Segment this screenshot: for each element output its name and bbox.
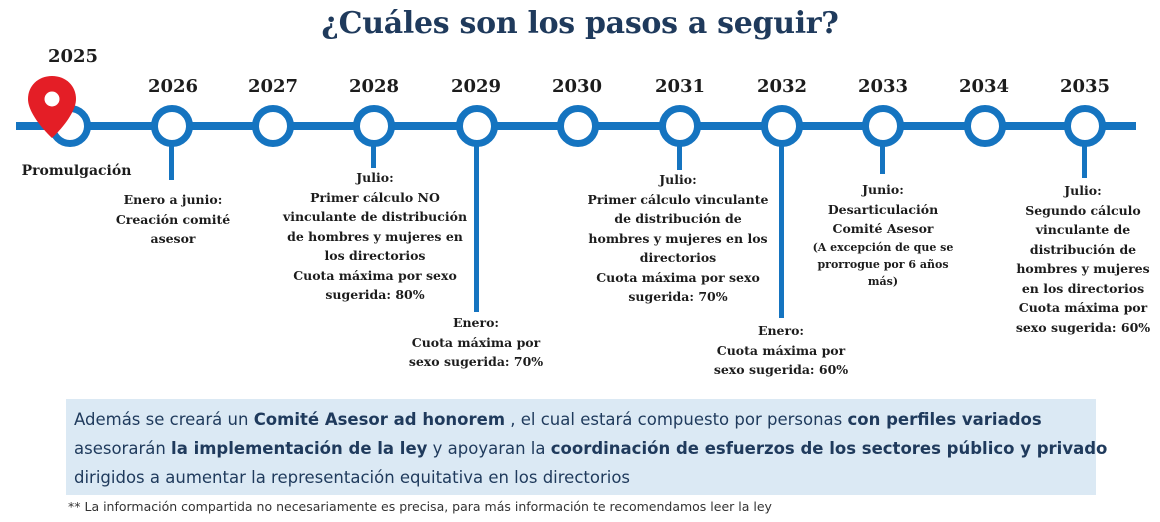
event-text: Creación comité xyxy=(115,211,231,227)
event-text: Primer cálculo NO xyxy=(310,189,440,205)
event-text: Primer cálculo vinculante xyxy=(587,191,769,207)
event-promulgacion: Promulgación xyxy=(14,162,139,182)
event-text: Enero a junio: xyxy=(123,192,223,207)
event-text: Promulgación xyxy=(21,163,132,179)
event-text: hombres y mujeres xyxy=(1016,261,1150,276)
timeline-node-2029 xyxy=(456,105,498,147)
year-label-2032: 2032 xyxy=(756,76,808,97)
event-text: de hombres y mujeres en xyxy=(287,228,463,244)
event-text: Cuota máxima por xyxy=(716,342,846,358)
event-text: Cuota máxima por sexo xyxy=(596,269,760,285)
info-text: Además se creará un xyxy=(74,410,254,429)
event-text: Cuota máxima por xyxy=(411,334,541,350)
info-line-1: Además se creará un Comité Asesor ad hon… xyxy=(74,405,1088,434)
event-text: de distribución de xyxy=(614,211,742,226)
event-text: más) xyxy=(867,274,899,288)
year-label-2030: 2030 xyxy=(551,76,603,97)
event-2028: Julio: Primer cálculo NO vinculante de d… xyxy=(270,168,480,305)
stem-2033 xyxy=(880,140,885,174)
year-label-2027: 2027 xyxy=(247,76,299,97)
info-text: y apoyaran la xyxy=(427,439,551,458)
event-text: los directorios xyxy=(324,248,426,263)
event-text: (A excepción de que se xyxy=(812,240,954,254)
event-text: Julio: xyxy=(1064,183,1102,198)
stem-2026 xyxy=(169,140,174,180)
event-text: Cuota máxima por sexo xyxy=(293,267,457,283)
timeline-node-2035 xyxy=(1064,105,1106,147)
event-text: Junio: xyxy=(862,182,904,197)
event-text: en los directorios xyxy=(1021,280,1145,296)
event-text: sexo sugerida: 60% xyxy=(713,362,849,377)
event-text: sugerida: 70% xyxy=(628,289,728,304)
event-text: Julio: xyxy=(356,170,394,185)
event-text: vinculante de xyxy=(1035,222,1131,237)
event-text: Segundo cálculo xyxy=(1025,202,1141,218)
stem-2028 xyxy=(371,140,376,168)
event-2029: Enero: Cuota máxima por sexo sugerida: 7… xyxy=(400,313,552,372)
event-text: Enero: xyxy=(452,315,500,330)
timeline-node-2031 xyxy=(659,105,701,147)
stem-2029 xyxy=(474,140,479,312)
timeline-node-2028 xyxy=(353,105,395,147)
event-text: Desarticulación xyxy=(827,201,939,217)
year-label-2034: 2034 xyxy=(958,76,1010,97)
event-2033: Junio: Desarticulación Comité Asesor (A … xyxy=(806,180,960,290)
year-label-2035: 2035 xyxy=(1059,76,1111,97)
event-text: directorios xyxy=(639,250,717,265)
event-text: sexo sugerida: 60% xyxy=(1015,319,1151,335)
event-text: Julio: xyxy=(659,172,697,187)
footnote: ** La información compartida no necesari… xyxy=(68,499,772,514)
year-label-2031: 2031 xyxy=(654,76,706,97)
event-text: Comité Asesor xyxy=(832,221,934,236)
event-text: sugerida: 80% xyxy=(325,287,425,302)
year-label-2033: 2033 xyxy=(857,76,909,97)
stem-2031 xyxy=(677,140,682,170)
event-text: distribución de xyxy=(1029,241,1137,257)
info-text: dirigidos a aumentar la representación e… xyxy=(74,468,631,487)
event-text: prorrogue por 6 años xyxy=(817,257,949,271)
stem-2035 xyxy=(1082,140,1087,178)
event-text: sexo sugerida: 70% xyxy=(408,354,544,369)
info-text: , el cual estará compuesto por personas xyxy=(505,410,848,429)
info-line-2: asesorarán la implementación de la ley y… xyxy=(74,434,1107,463)
event-text: Enero: xyxy=(757,323,805,338)
event-text: vinculante de distribución xyxy=(282,209,468,224)
page-title: ¿Cuáles son los pasos a seguir? xyxy=(321,6,839,41)
timeline-node-2027 xyxy=(252,105,294,147)
map-pin-icon xyxy=(28,76,76,138)
timeline-node-2033 xyxy=(862,105,904,147)
info-emphasis: coordinación de esfuerzos de los sectore… xyxy=(550,439,1108,458)
year-label-2028: 2028 xyxy=(348,76,400,97)
event-2032: Enero: Cuota máxima por sexo sugerida: 6… xyxy=(705,321,857,380)
event-2031: Julio: Primer cálculo vinculante de dist… xyxy=(572,170,784,307)
event-2035: Julio: Segundo cálculo vinculante de dis… xyxy=(1010,181,1156,337)
year-label-2029: 2029 xyxy=(450,76,502,97)
event-text: Cuota máxima por xyxy=(1018,300,1148,315)
event-2026: Enero a junio: Creación comité asesor xyxy=(106,190,240,249)
info-emphasis: con perfiles variados xyxy=(847,410,1042,429)
stem-2032 xyxy=(779,140,784,318)
timeline-node-2026 xyxy=(151,105,193,147)
year-label-2025: 2025 xyxy=(47,46,99,67)
info-emphasis: Comité Asesor ad honorem xyxy=(253,410,506,429)
event-text: hombres y mujeres en los xyxy=(588,230,768,246)
timeline-node-2032 xyxy=(761,105,803,147)
year-label-2026: 2026 xyxy=(147,76,199,97)
timeline-node-2034 xyxy=(964,105,1006,147)
timeline-node-2030 xyxy=(557,105,599,147)
info-emphasis: la implementación de la ley xyxy=(171,439,428,458)
event-text: asesor xyxy=(150,231,196,246)
info-box: Además se creará un Comité Asesor ad hon… xyxy=(66,399,1107,495)
info-text: asesorarán xyxy=(74,439,172,458)
info-line-3: dirigidos a aumentar la representación e… xyxy=(74,463,1088,492)
